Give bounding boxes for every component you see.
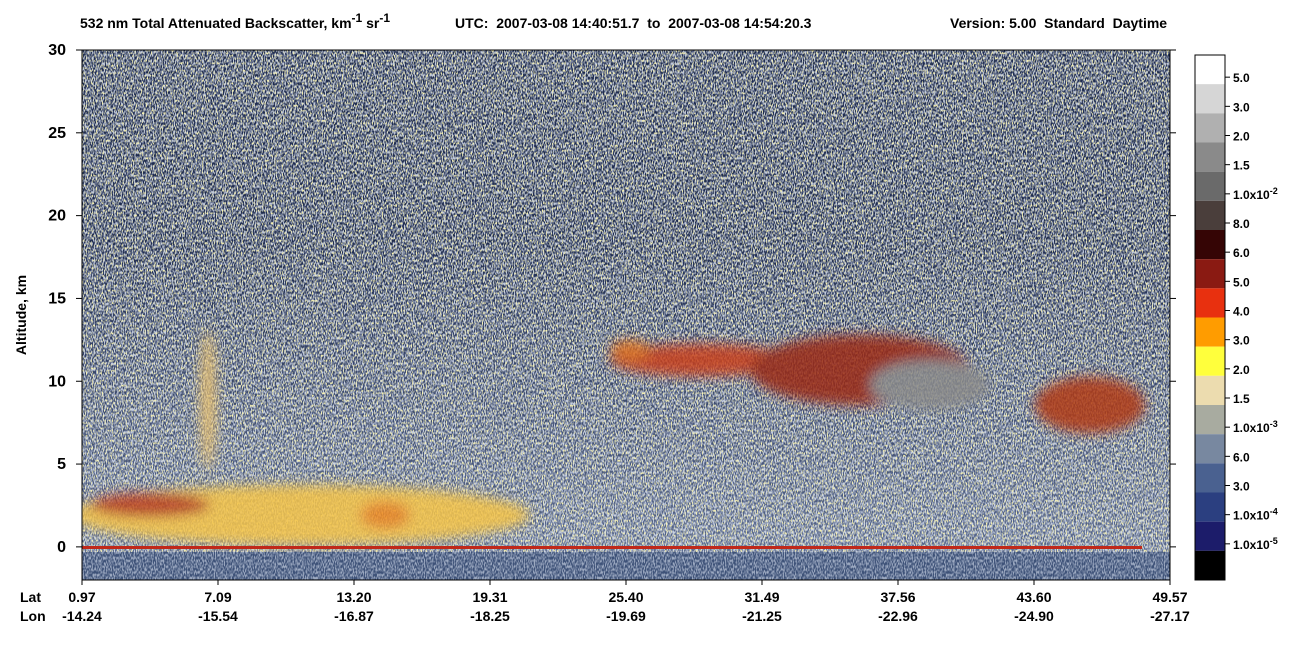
colorbar-label: 1.0x10-4 — [1233, 507, 1278, 523]
colorbar-swatch — [1195, 230, 1225, 260]
colorbar-label: 1.0x10-3 — [1233, 419, 1278, 435]
colorbar-label-text: 4.0 — [1233, 305, 1250, 319]
x-tick-label: 49.57 — [1152, 589, 1187, 605]
x-tick-label: 13.20 — [336, 589, 371, 605]
colorbar-label: 6.0 — [1233, 450, 1250, 464]
colorbar-label-text: 2.0 — [1233, 130, 1250, 144]
colorbar-swatch — [1195, 405, 1225, 435]
colorbar-swatch — [1195, 259, 1225, 289]
x-tick-label: 19.31 — [472, 589, 507, 605]
colorbar-label: 3.0 — [1233, 334, 1250, 348]
colorbar-swatch — [1195, 55, 1225, 85]
colorbar-swatch — [1195, 171, 1225, 201]
colorbar-label-text: 5.0 — [1233, 275, 1250, 289]
colorbar-label: 1.5 — [1233, 159, 1250, 173]
y-tick-label: 25 — [48, 125, 66, 142]
colorbar-label-text: 1.5 — [1233, 392, 1250, 406]
x-tick-label: -14.24 — [62, 608, 102, 624]
colorbar-frame — [1194, 54, 1226, 581]
version: Version: 5.00 Standard Daytime — [950, 15, 1167, 31]
colorbar-label: 5.0 — [1233, 275, 1250, 289]
colorbar-label-exp: -3 — [1270, 419, 1278, 429]
colorbar-label-text: 3.0 — [1233, 100, 1250, 114]
colorbar-label: 3.0 — [1233, 480, 1250, 494]
colorbar-label-text: 1.0x10 — [1233, 538, 1270, 552]
backscatter-image — [82, 50, 1170, 580]
colorbar-label-text: 1.5 — [1233, 159, 1250, 173]
colorbar-swatch — [1195, 550, 1225, 580]
colorbar-label: 1.0x10-2 — [1233, 186, 1278, 202]
colorbar-swatch — [1195, 200, 1225, 230]
colorbar-swatch — [1195, 142, 1225, 172]
x-tick-label: -15.54 — [198, 608, 238, 624]
colorbar-swatch — [1195, 288, 1225, 318]
colorbar-label: 8.0 — [1233, 217, 1250, 231]
x-tick-label: 37.56 — [880, 589, 915, 605]
utc-range: UTC: 2007-03-08 14:40:51.7 to 2007-03-08… — [455, 15, 812, 31]
colorbar-swatch — [1195, 113, 1225, 143]
colorbar-swatch — [1195, 375, 1225, 405]
y-tick-label: 5 — [57, 456, 66, 473]
x-tick-label: -19.69 — [606, 608, 646, 624]
colorbar-label-text: 3.0 — [1233, 334, 1250, 348]
colorbar-label: 4.0 — [1233, 305, 1250, 319]
colorbar-swatch — [1195, 317, 1225, 347]
colorbar-label-text: 8.0 — [1233, 217, 1250, 231]
x-tick-label: -27.17 — [1150, 608, 1190, 624]
colorbar-swatch — [1195, 84, 1225, 114]
y-tick-label: 10 — [48, 373, 66, 390]
x-tick-label: 43.60 — [1016, 589, 1051, 605]
x-tick-label: -16.87 — [334, 608, 374, 624]
x-tick-label: -24.90 — [1014, 608, 1054, 624]
colorbar-label: 5.0 — [1233, 71, 1250, 85]
colorbar-label: 1.5 — [1233, 392, 1250, 406]
colorbar-label-text: 6.0 — [1233, 246, 1250, 260]
colorbar-swatch — [1195, 463, 1225, 493]
y-tick-label: 30 — [48, 42, 66, 59]
y-axis-label: Altitude, km — [13, 275, 29, 355]
colorbar-swatch — [1195, 346, 1225, 376]
colorbar-swatch — [1195, 492, 1225, 522]
colorbar-label-exp: -2 — [1270, 186, 1278, 196]
colorbar-label: 6.0 — [1233, 246, 1250, 260]
x-tick-label: 0.97 — [68, 589, 95, 605]
colorbar-label-text: 1.0x10 — [1233, 509, 1270, 523]
colorbar-label-text: 6.0 — [1233, 450, 1250, 464]
colorbar-swatch — [1195, 521, 1225, 551]
chart-title: 532 nm Total Attenuated Backscatter, km-… — [80, 11, 390, 31]
colorbar-swatch — [1195, 434, 1225, 464]
colorbar-label-exp: -5 — [1270, 536, 1278, 546]
y-tick-label: 20 — [48, 208, 66, 225]
x-row-name: Lat — [20, 589, 41, 605]
y-tick-label: 15 — [48, 290, 66, 307]
x-tick-label: 31.49 — [744, 589, 779, 605]
colorbar-label-exp: -4 — [1270, 507, 1278, 517]
colorbar-label: 1.0x10-5 — [1233, 536, 1278, 552]
colorbar-label-text: 2.0 — [1233, 363, 1250, 377]
colorbar-label: 2.0 — [1233, 363, 1250, 377]
x-tick-label: -21.25 — [742, 608, 782, 624]
x-tick-label: 7.09 — [204, 589, 231, 605]
x-tick-label: 25.40 — [608, 589, 643, 605]
colorbar-label-text: 5.0 — [1233, 71, 1250, 85]
colorbar-label: 2.0 — [1233, 130, 1250, 144]
colorbar-label-text: 1.0x10 — [1233, 421, 1270, 435]
x-row-name: Lon — [20, 608, 46, 624]
y-tick-label: 0 — [57, 539, 66, 556]
colorbar-label-text: 1.0x10 — [1233, 188, 1270, 202]
colorbar-label: 3.0 — [1233, 100, 1250, 114]
colorbar-label-text: 3.0 — [1233, 480, 1250, 494]
x-tick-label: -22.96 — [878, 608, 918, 624]
x-tick-label: -18.25 — [470, 608, 510, 624]
